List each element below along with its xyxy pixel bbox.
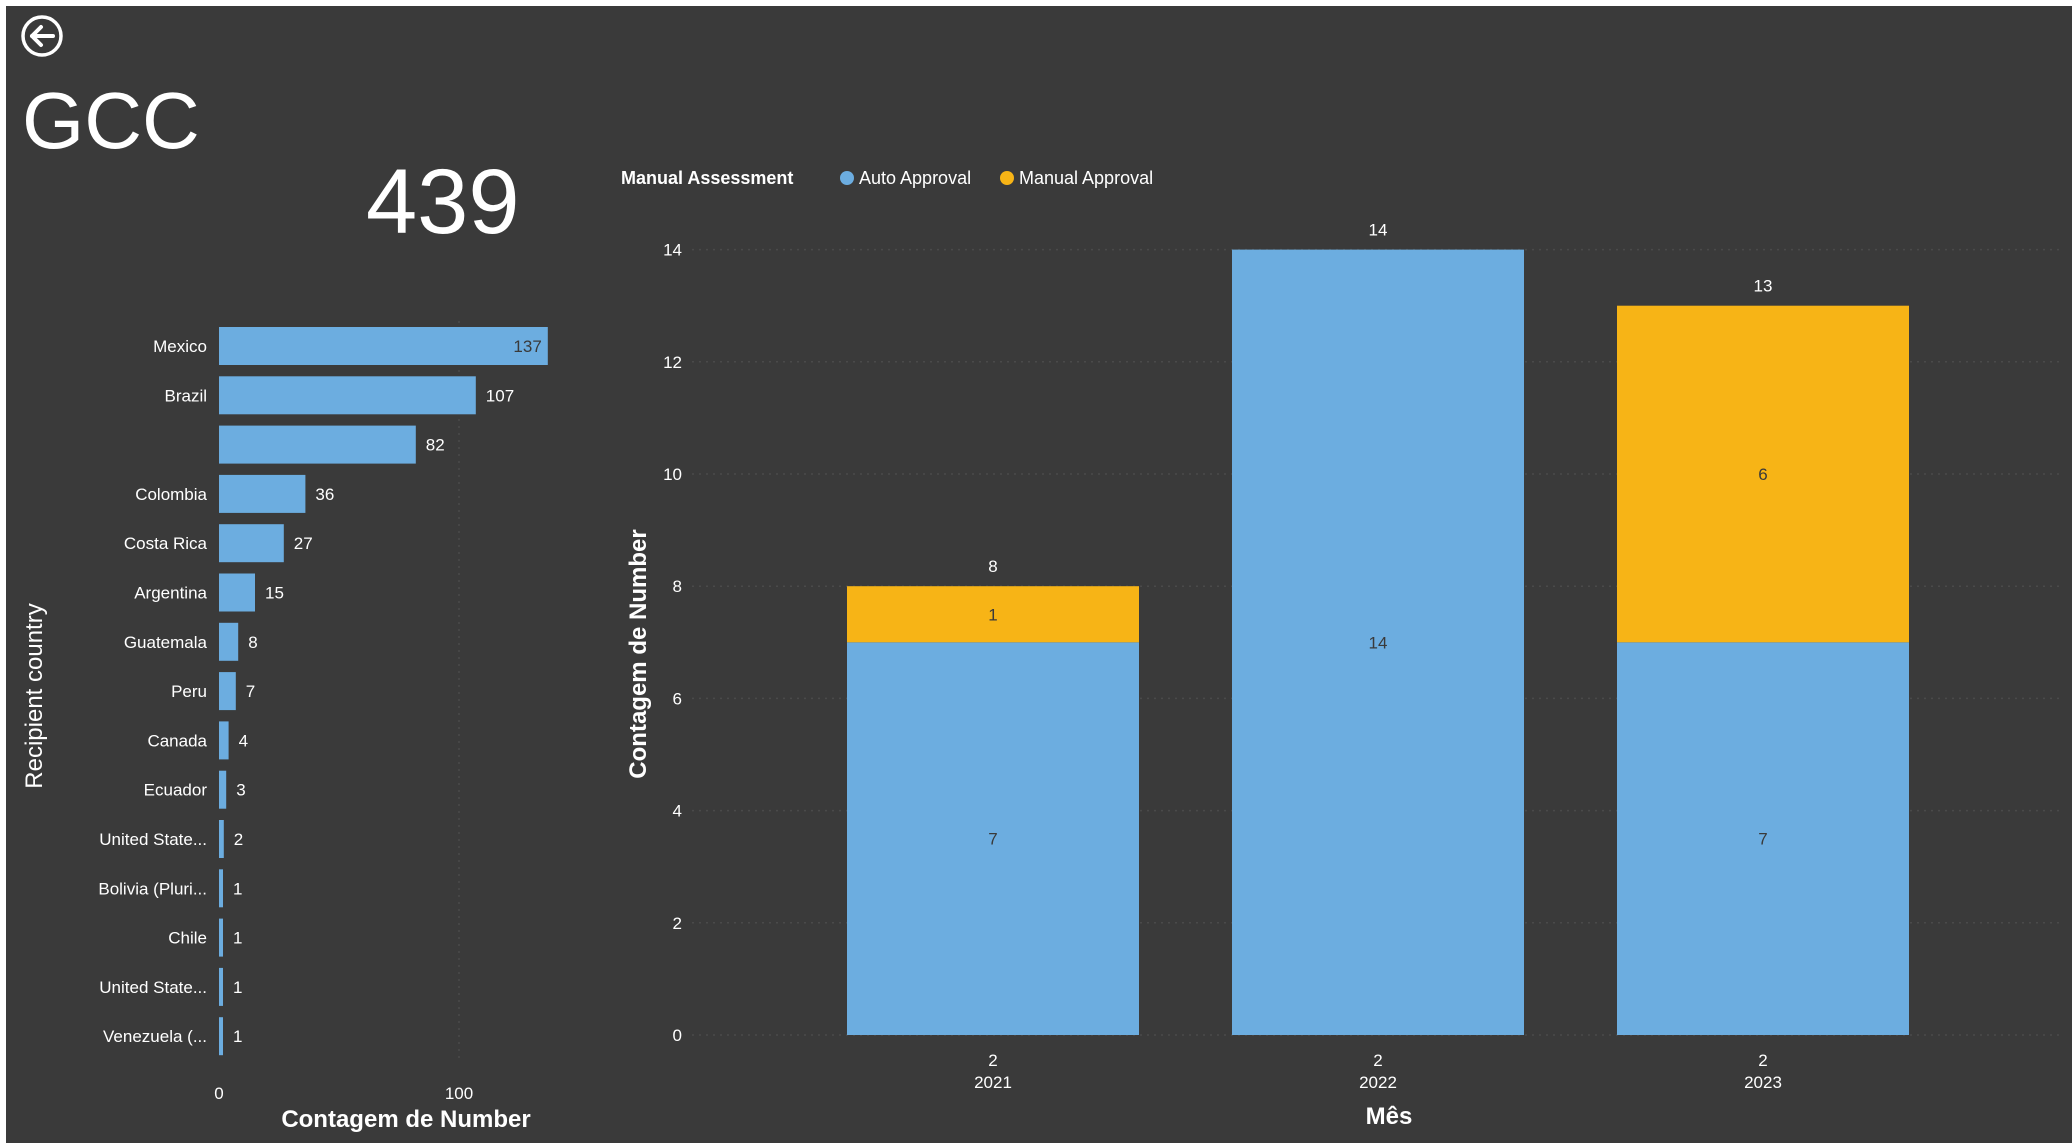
total-data-label: 8: [988, 557, 997, 576]
data-label: 1: [233, 1027, 242, 1046]
y-tick-label: 12: [663, 353, 682, 372]
bar: [219, 474, 306, 513]
data-label: 1: [233, 879, 242, 898]
segment-data-label: 14: [1369, 633, 1388, 652]
data-label: 27: [294, 534, 313, 553]
x-axis-title: Contagem de Number: [281, 1106, 530, 1133]
data-label: 36: [315, 485, 334, 504]
category-label: Canada: [147, 731, 207, 750]
segment-data-label: 7: [1758, 830, 1767, 849]
y-tick-label: 10: [663, 465, 682, 484]
category-label: Bolivia (Pluri...: [98, 879, 207, 898]
page-title: GCC: [22, 76, 200, 165]
y-axis-title: Recipient country: [21, 603, 48, 788]
category-label: Venezuela (...: [103, 1027, 207, 1046]
bar: [219, 869, 223, 908]
category-label: Guatemala: [124, 633, 208, 652]
y-tick-label: 14: [663, 241, 682, 260]
bar: [219, 425, 416, 464]
column-segment: [847, 586, 1139, 643]
y-tick-label: 4: [673, 802, 682, 821]
category-label: Mexico: [153, 337, 207, 356]
y-tick-label: 6: [673, 689, 682, 708]
x-tick-label: 2: [1758, 1051, 1767, 1070]
data-label: 137: [513, 337, 541, 356]
bar: [219, 721, 229, 760]
x-tick-label: 2023: [1744, 1073, 1782, 1092]
column-segment: [847, 642, 1139, 1035]
x-tick-label: 2: [988, 1051, 997, 1070]
report-canvas: GCC 439 Mexico 137 Brazil 107 82 Colombia 36 Co…: [6, 6, 2072, 1143]
column-segment: [1617, 305, 1909, 643]
legend-title: Manual Assessment: [621, 168, 793, 188]
category-label: Costa Rica: [124, 534, 208, 553]
bar: [219, 820, 224, 858]
data-label: 7: [246, 682, 255, 701]
data-label: 8: [248, 633, 257, 652]
x-tick-label: 100: [445, 1084, 473, 1103]
segment-data-label: 7: [988, 830, 997, 849]
y-axis-title: Contagem de Number: [625, 529, 652, 778]
column-segment: [1232, 249, 1524, 1036]
bar: [219, 622, 239, 661]
kpi-card-value: 439: [366, 151, 520, 253]
category-label: United State...: [99, 830, 207, 849]
data-label: 82: [426, 436, 445, 455]
category-label: Brazil: [164, 386, 207, 405]
total-data-label: 14: [1369, 221, 1388, 240]
data-label: 1: [233, 978, 242, 997]
bar: [219, 770, 227, 809]
legend-label: Manual Approval: [1019, 168, 1153, 188]
data-label: 15: [265, 584, 284, 603]
data-label: 2: [234, 830, 243, 849]
data-label: 1: [233, 929, 242, 948]
segment-data-label: 6: [1758, 465, 1767, 484]
x-tick-label: 0: [214, 1084, 223, 1103]
back-arrow-icon: [21, 15, 63, 57]
data-label: 3: [236, 781, 245, 800]
bar: [219, 967, 223, 1006]
data-label: 4: [239, 731, 248, 750]
y-tick-label: 2: [673, 914, 682, 933]
x-tick-label: 2: [1373, 1051, 1382, 1070]
category-label: Chile: [168, 929, 207, 948]
monthly-stacked-column-chart: Manual Assessment Auto Approval Manual App…: [621, 168, 2062, 1130]
category-label: Colombia: [135, 485, 207, 504]
bar: [219, 376, 476, 415]
legend-marker: [1000, 171, 1014, 185]
legend-marker: [840, 171, 854, 185]
legend-label: Auto Approval: [859, 168, 971, 188]
x-tick-label: 2021: [974, 1073, 1012, 1092]
data-label: 107: [486, 386, 514, 405]
total-data-label: 13: [1754, 277, 1773, 296]
bar: [219, 573, 255, 612]
back-button[interactable]: [18, 12, 66, 60]
bar: [219, 327, 548, 365]
x-tick-label: 2022: [1359, 1073, 1397, 1092]
category-label: Ecuador: [144, 781, 208, 800]
bar: [219, 1017, 223, 1056]
category-label: Peru: [171, 682, 207, 701]
x-axis-title: Mês: [1366, 1103, 1413, 1130]
column-segment: [1617, 642, 1909, 1035]
category-label: United State...: [99, 978, 207, 997]
bar: [219, 524, 284, 563]
y-tick-label: 0: [673, 1026, 682, 1045]
y-tick-label: 8: [673, 577, 682, 596]
bar: [219, 918, 223, 957]
category-label: Argentina: [134, 584, 207, 603]
segment-data-label: 1: [988, 605, 997, 624]
bar: [219, 672, 236, 711]
